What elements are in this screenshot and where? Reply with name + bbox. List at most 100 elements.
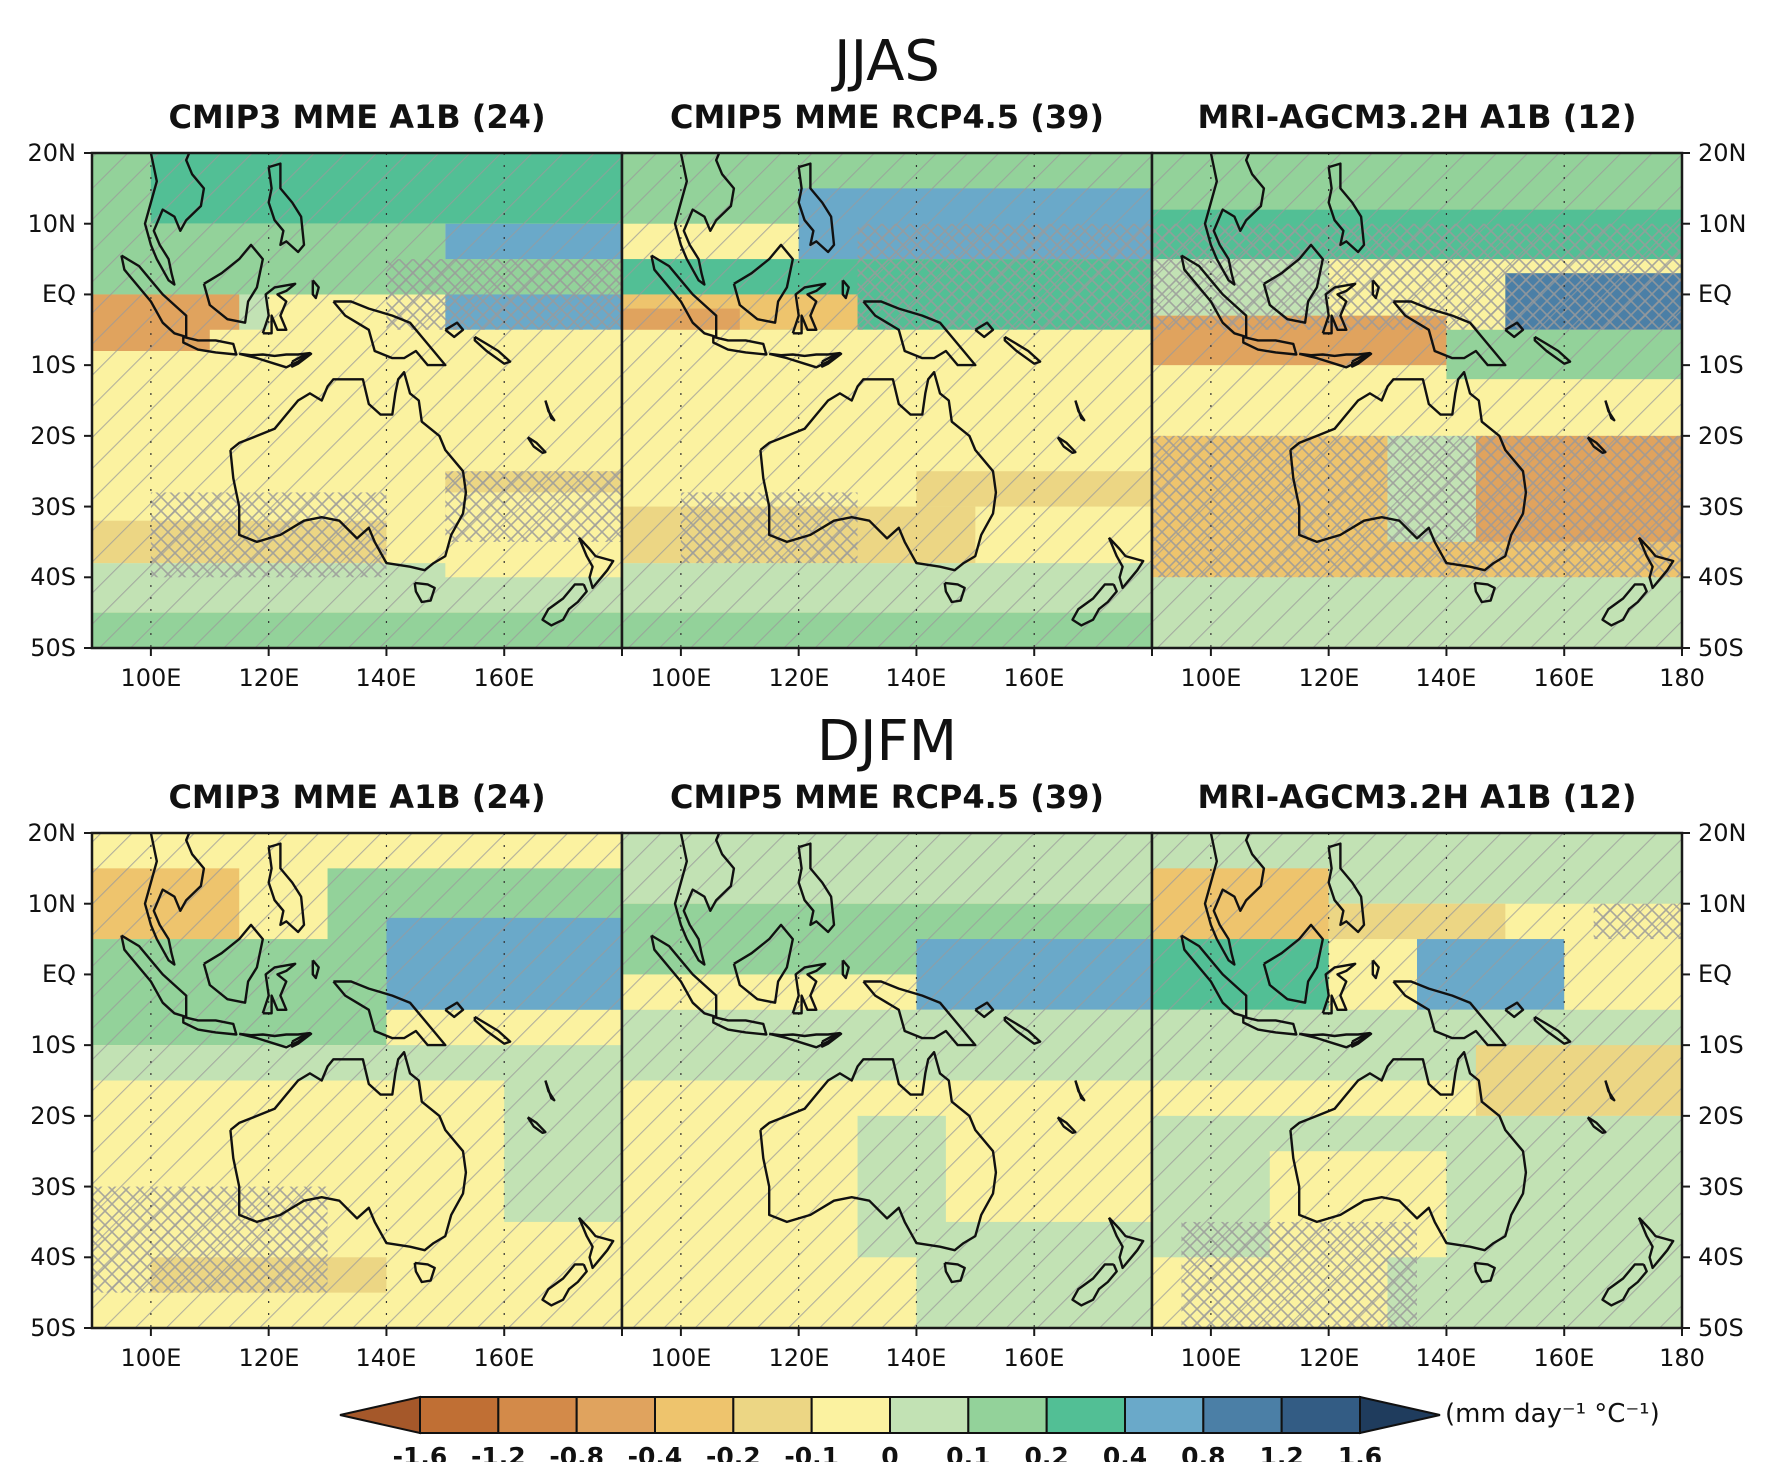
significance-hatch	[857, 223, 1152, 330]
lon-label: 160E	[1004, 664, 1065, 692]
map-field	[92, 833, 622, 1328]
lat-label: 40S	[1698, 1243, 1744, 1271]
coastline	[791, 282, 827, 335]
lon-label: 100E	[121, 664, 182, 692]
colorbar-segment	[419, 1396, 500, 1434]
colorbar-segment	[889, 1396, 970, 1434]
panel-frame	[1150, 831, 1684, 1330]
significance-hatch	[1152, 223, 1682, 330]
significance-hatch	[1152, 435, 1682, 578]
lat-label: 10N	[28, 890, 77, 918]
coastline	[862, 300, 977, 367]
coastline	[1056, 436, 1077, 454]
panel-title-jjas-cmip3: CMIP3 MME A1B (24)	[168, 98, 545, 136]
coastline	[291, 1032, 313, 1048]
coastline	[1604, 400, 1616, 422]
lon-label: 180	[1659, 1344, 1705, 1372]
coastline	[673, 153, 736, 286]
map-field	[92, 153, 622, 648]
lon-label: 160E	[1534, 1344, 1595, 1372]
coastline	[1071, 1263, 1118, 1307]
coastline	[759, 371, 998, 572]
lon-label: 120E	[239, 664, 300, 692]
coastline	[1003, 1015, 1042, 1045]
colorbar-segment	[497, 1396, 578, 1434]
coastline	[1262, 243, 1324, 324]
coastline	[1473, 1261, 1496, 1284]
coastline	[732, 923, 794, 1004]
lat-label: 50S	[30, 1314, 76, 1342]
panel-title-jjas-mri: MRI-AGCM3.2H A1B (12)	[1198, 98, 1637, 136]
lat-label: 20S	[30, 1102, 76, 1130]
lon-label: 120E	[239, 1344, 300, 1372]
map-field	[1152, 153, 1682, 648]
map-panel-r0-c1	[620, 151, 1154, 656]
lon-label: 120E	[769, 1344, 830, 1372]
lat-label: 30S	[30, 1173, 76, 1201]
colorbar-segment	[575, 1396, 657, 1434]
coastline	[413, 581, 436, 604]
colorbar-segment	[654, 1396, 735, 1434]
coastline	[1327, 842, 1366, 934]
coastline	[712, 1015, 768, 1036]
coastline	[1637, 1216, 1675, 1270]
map-field	[622, 153, 1152, 648]
lon-label: 160E	[1534, 664, 1595, 692]
coastline	[1242, 1015, 1298, 1036]
lat-label: EQ	[1698, 280, 1732, 308]
coastline	[444, 1001, 465, 1019]
coastline	[1351, 1032, 1373, 1048]
coastline	[1351, 352, 1373, 368]
coastline	[712, 335, 768, 356]
lat-label: 20S	[30, 422, 76, 450]
lat-label: 40S	[1698, 563, 1744, 591]
map-panel-r1-c1	[620, 831, 1154, 1336]
coastline	[229, 371, 468, 572]
coastline	[1074, 1080, 1086, 1102]
lat-label: 50S	[1698, 634, 1744, 662]
coastline	[202, 923, 264, 1004]
coastline	[182, 335, 238, 356]
significance-hatch	[150, 492, 387, 578]
coastline	[413, 1261, 436, 1284]
coastline	[974, 321, 995, 339]
lon-label: 140E	[886, 664, 947, 692]
lon-label: 100E	[651, 664, 712, 692]
coastline	[974, 1001, 995, 1019]
coastline	[1321, 282, 1357, 335]
coastline	[1392, 300, 1507, 367]
coastline	[841, 279, 850, 300]
coastline	[332, 980, 447, 1047]
colorbar-tick: 1.2	[1260, 1442, 1304, 1462]
coastline	[577, 1216, 615, 1270]
coastline	[759, 1051, 998, 1252]
coastline	[229, 1051, 468, 1252]
colorbar-tick: 0	[881, 1442, 898, 1462]
colorbar-segment	[732, 1396, 813, 1434]
coastline	[332, 300, 447, 367]
map-panel-r1-c2	[1150, 831, 1690, 1336]
lon-label: 160E	[474, 664, 535, 692]
significance-hatch	[622, 833, 1152, 1328]
lat-label: 40S	[30, 563, 76, 591]
coastline	[261, 962, 297, 1015]
lat-label: EQ	[42, 280, 76, 308]
coastline	[768, 1031, 842, 1049]
coastline	[1203, 833, 1266, 966]
colorbar-tick: -0.2	[706, 1442, 761, 1462]
map-field	[622, 833, 1152, 1328]
coastline	[473, 335, 512, 365]
panel-title-djfm-cmip3: CMIP3 MME A1B (24)	[168, 778, 545, 816]
lat-labels-left-row1: 20N 10N EQ 10S 20S 30S 40S 50S	[28, 139, 77, 662]
season-title-djfm: DJFM	[817, 709, 957, 774]
lon-label: 120E	[769, 664, 830, 692]
lat-label: 20S	[1698, 1102, 1744, 1130]
coastline	[1586, 436, 1607, 454]
coastline	[673, 833, 736, 966]
lon-label: 120E	[1299, 664, 1360, 692]
lat-label: 10S	[1698, 351, 1744, 379]
coastline	[1533, 1015, 1572, 1045]
colorbar-segment	[1202, 1396, 1283, 1434]
coastline	[1327, 162, 1366, 254]
